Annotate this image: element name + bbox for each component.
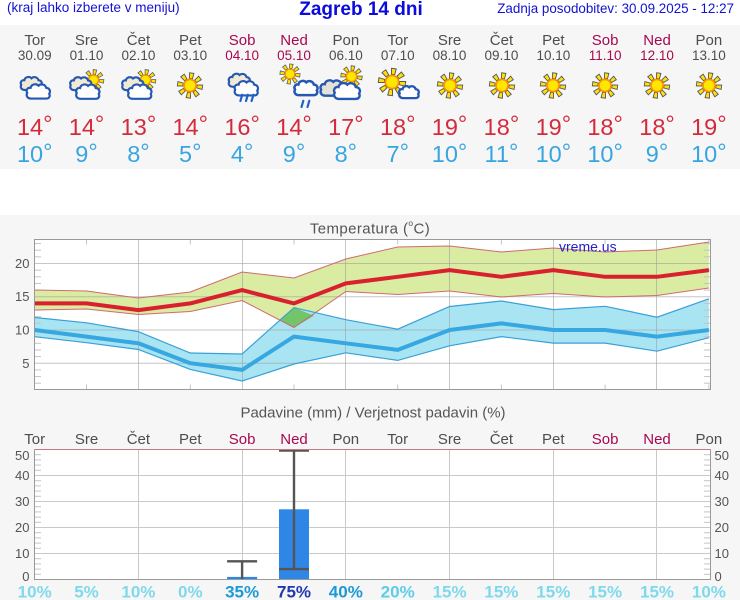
svg-text:40: 40 [715, 468, 729, 483]
svg-text:10: 10 [715, 546, 729, 561]
svg-text:10%: 10% [692, 583, 726, 600]
svg-text:Tor: Tor [24, 431, 45, 448]
svg-text:20: 20 [15, 256, 29, 271]
svg-text:20%: 20% [381, 583, 415, 600]
svg-text:Pet: Pet [542, 431, 565, 448]
svg-text:Pon: Pon [332, 431, 359, 448]
svg-text:15%: 15% [536, 583, 570, 600]
svg-text:vreme.us: vreme.us [559, 239, 617, 255]
svg-text:Ned: Ned [280, 431, 308, 448]
svg-text:Temperatura (oC): Temperatura (oC) [310, 218, 430, 238]
svg-text:0: 0 [22, 569, 29, 584]
svg-text:Čet: Čet [127, 431, 151, 448]
svg-text:10%: 10% [18, 583, 52, 600]
svg-text:Pet: Pet [179, 431, 202, 448]
svg-text:50: 50 [15, 448, 29, 463]
svg-text:5%: 5% [74, 583, 99, 600]
svg-text:Sre: Sre [438, 431, 461, 448]
svg-text:Sob: Sob [229, 431, 256, 448]
svg-text:75%: 75% [277, 583, 311, 600]
svg-text:Ned: Ned [643, 431, 671, 448]
svg-text:50: 50 [715, 448, 729, 463]
svg-text:15: 15 [15, 289, 29, 304]
svg-text:40%: 40% [329, 583, 363, 600]
svg-text:30: 30 [15, 494, 29, 509]
svg-text:Sob: Sob [592, 431, 619, 448]
svg-text:Pon: Pon [696, 431, 723, 448]
svg-text:15%: 15% [433, 583, 467, 600]
svg-text:Sre: Sre [75, 431, 98, 448]
svg-text:0%: 0% [178, 583, 203, 600]
svg-text:20: 20 [15, 520, 29, 535]
svg-text:15%: 15% [588, 583, 622, 600]
svg-text:Tor: Tor [387, 431, 408, 448]
svg-text:10%: 10% [121, 583, 155, 600]
svg-text:15%: 15% [640, 583, 674, 600]
svg-text:Čet: Čet [490, 431, 514, 448]
svg-text:5: 5 [22, 356, 29, 371]
svg-text:10: 10 [15, 323, 29, 338]
svg-text:15%: 15% [484, 583, 518, 600]
svg-text:20: 20 [715, 520, 729, 535]
svg-text:0: 0 [715, 569, 722, 584]
svg-text:Padavine (mm) / Verjetnost pad: Padavine (mm) / Verjetnost padavin (%) [240, 405, 505, 422]
svg-text:30: 30 [715, 494, 729, 509]
svg-text:10: 10 [15, 546, 29, 561]
svg-text:40: 40 [15, 468, 29, 483]
svg-text:35%: 35% [225, 583, 259, 600]
